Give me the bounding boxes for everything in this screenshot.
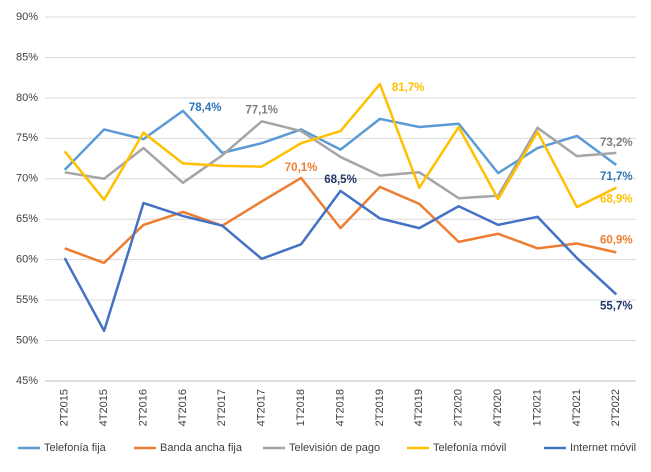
x-tick-label: 4T2016 bbox=[177, 389, 189, 426]
data-label: 60,9% bbox=[600, 234, 633, 246]
x-tick-label: 2T2017 bbox=[216, 389, 228, 426]
data-label: 78,4% bbox=[189, 102, 222, 114]
x-tick-label: 2T2016 bbox=[137, 389, 149, 426]
x-tick-label: 4T2015 bbox=[98, 389, 110, 426]
y-tick-label: 65% bbox=[16, 213, 38, 225]
y-tick-label: 85% bbox=[16, 51, 38, 63]
legend-label: Televisión de pago bbox=[289, 442, 380, 454]
legend-label: Telefonía móvil bbox=[433, 442, 506, 454]
x-tick-label: 4T2021 bbox=[571, 389, 583, 426]
data-label: 70,1% bbox=[285, 162, 318, 174]
y-tick-label: 80% bbox=[16, 92, 38, 104]
series-line bbox=[64, 176, 617, 265]
y-tick-label: 45% bbox=[16, 375, 38, 387]
legend-label: Internet móvil bbox=[570, 442, 636, 454]
data-label: 81,7% bbox=[392, 82, 425, 94]
x-tick-label: 4T2018 bbox=[334, 389, 346, 426]
series-line bbox=[63, 189, 618, 333]
x-tick-label: 4T2017 bbox=[256, 389, 268, 426]
y-tick-label: 50% bbox=[16, 334, 38, 346]
legend-label: Telefonía fija bbox=[44, 442, 107, 454]
x-tick-label: 2T2020 bbox=[453, 389, 465, 426]
data-label: 77,1% bbox=[245, 104, 278, 116]
x-tick-label: 1T2018 bbox=[295, 389, 307, 426]
data-label: 73,2% bbox=[600, 137, 633, 149]
data-label: 71,7% bbox=[600, 171, 633, 183]
series-line bbox=[63, 82, 617, 209]
y-tick-label: 55% bbox=[16, 294, 38, 306]
series-line bbox=[64, 120, 617, 200]
data-label: 68,9% bbox=[600, 194, 633, 206]
data-label: 55,7% bbox=[600, 300, 633, 312]
x-tick-label: 4T2019 bbox=[413, 389, 425, 426]
data-label: 68,5% bbox=[324, 174, 357, 186]
x-tick-label: 1T2021 bbox=[531, 389, 543, 426]
x-tick-label: 2T2015 bbox=[59, 389, 71, 426]
y-tick-label: 70% bbox=[16, 173, 38, 185]
x-tick-label: 2T2019 bbox=[374, 389, 386, 426]
x-tick-label: 2T2022 bbox=[610, 389, 622, 426]
series-line bbox=[63, 109, 618, 175]
y-tick-label: 75% bbox=[16, 132, 38, 144]
y-tick-label: 90% bbox=[16, 11, 38, 23]
legend-label: Banda ancha fija bbox=[160, 442, 243, 454]
x-tick-label: 4T2020 bbox=[492, 389, 504, 426]
y-tick-label: 60% bbox=[16, 254, 38, 266]
